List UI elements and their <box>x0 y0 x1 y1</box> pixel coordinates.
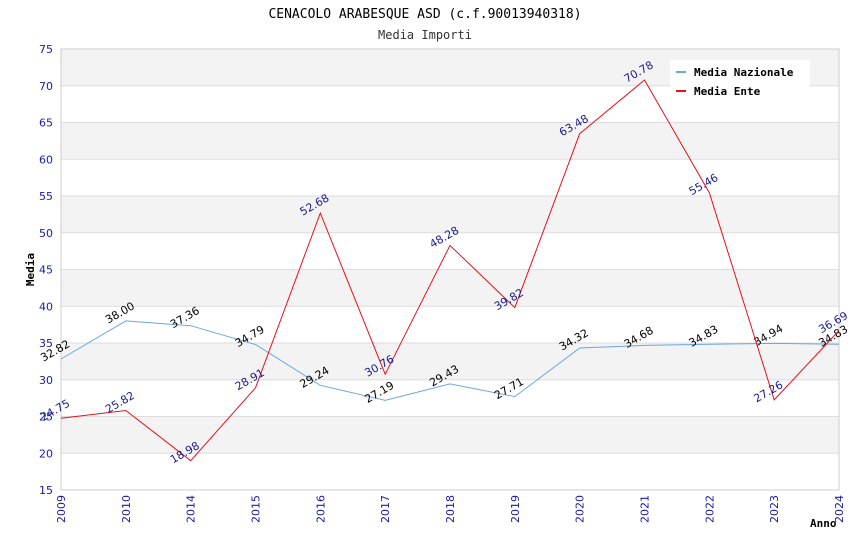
x-tick-label: 2024 <box>833 495 846 523</box>
y-tick-label: 65 <box>39 117 53 130</box>
x-tick-label: 2018 <box>444 495 457 523</box>
x-tick-label: 2023 <box>768 495 781 523</box>
x-tick-label: 2017 <box>379 495 392 523</box>
x-tick-label: 2020 <box>574 495 587 523</box>
series-line <box>60 79 840 462</box>
x-axis-ticks: 2009 2010 2014 2015 2016 2017 2018 2019 2020 2021… <box>55 495 846 523</box>
y-tick-label: 75 <box>39 43 53 56</box>
y-tick-label: 15 <box>39 484 53 497</box>
y-tick-label: 25 <box>39 411 53 424</box>
grid-band <box>61 416 839 454</box>
x-tick-label: 2022 <box>703 495 716 523</box>
grid-band <box>61 122 839 160</box>
x-axis-label: Anno <box>810 517 837 530</box>
grid-band <box>61 343 839 380</box>
x-tick-label: 2009 <box>55 495 68 523</box>
legend-entry: Media Nazionale <box>694 66 794 79</box>
y-tick-label: 40 <box>39 300 53 313</box>
data-label: 55.46 <box>687 171 721 198</box>
y-tick-label: 50 <box>39 227 53 240</box>
data-label: 25.82 <box>103 389 137 416</box>
y-tick-label: 30 <box>39 374 53 387</box>
data-label: 27.19 <box>363 379 397 406</box>
grid-band <box>61 196 839 233</box>
x-tick-label: 2021 <box>639 495 652 523</box>
y-tick-label: 35 <box>39 337 53 350</box>
plot-area <box>60 48 840 491</box>
legend-entry: Media Ente <box>694 85 761 98</box>
y-axis-label: Media <box>24 253 37 286</box>
y-tick-label: 55 <box>39 190 53 203</box>
x-tick-label: 2010 <box>120 495 133 523</box>
x-tick-label: 2019 <box>509 495 522 523</box>
chart-title: CENACOLO ARABESQUE ASD (c.f.90013940318) <box>268 7 581 22</box>
series-1: 24.75 25.8218.9828.9152.6830.7648.2839.82… <box>38 58 850 466</box>
y-axis-ticks: 15 20 25 30 35 40 45 50 55 60 65 70 75 <box>39 43 53 497</box>
y-tick-label: 60 <box>39 153 53 166</box>
chart-subtitle: Media Importi <box>378 28 472 42</box>
x-tick-label: 2014 <box>185 495 198 523</box>
y-tick-label: 45 <box>39 264 53 277</box>
y-tick-label: 20 <box>39 447 53 460</box>
legend-box <box>670 60 810 102</box>
y-tick-label: 70 <box>39 80 53 93</box>
legend: Media Nazionale Media Ente <box>670 60 810 102</box>
x-tick-label: 2015 <box>250 495 263 523</box>
series-line <box>60 320 840 401</box>
x-tick-label: 2016 <box>314 495 327 523</box>
grid-bands <box>61 49 839 454</box>
grid-band <box>61 269 839 307</box>
